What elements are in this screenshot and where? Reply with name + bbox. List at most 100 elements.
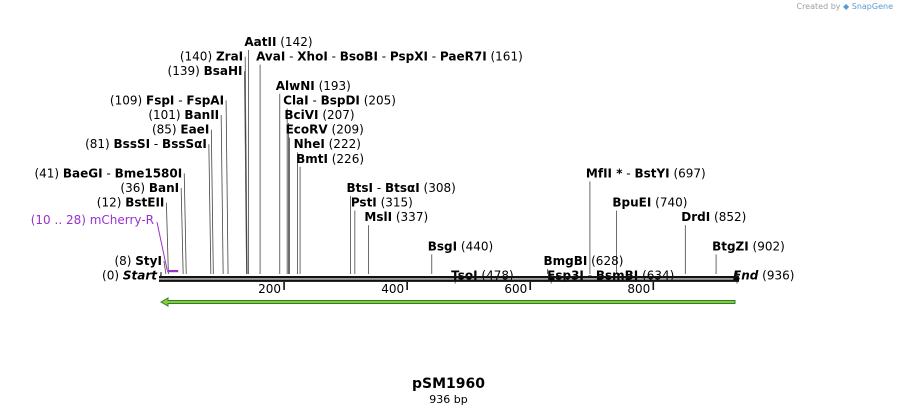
ruler-label-2: 600 (504, 282, 527, 296)
site-position: (205) (360, 93, 396, 107)
plasmid-name: pSM1960 (411, 376, 485, 392)
site-label-7: (101) BanII (148, 108, 219, 122)
site-leader-5 (225, 100, 229, 275)
site-leader-14 (183, 173, 187, 275)
site-label-28: Esp3I - BsmBI (634) (547, 269, 674, 283)
enzyme-name: BsaHI (204, 64, 243, 78)
enzyme-name: BmgBI (543, 254, 587, 268)
site-label-26: BmgBI (628) (543, 254, 623, 268)
site-label-15: MfII * - BstYI (697) (586, 166, 706, 180)
site-position: (308) (420, 181, 456, 195)
enzyme-name: BsgI (428, 239, 457, 253)
site-label-20: BpuEI (740) (612, 196, 687, 210)
site-position: (852) (710, 210, 746, 224)
snapgene-credit: Created by ◆ SnapGene (796, 2, 893, 11)
feature-range: (10 .. 28) (31, 213, 90, 227)
enzyme-name: Esp3I (547, 269, 584, 283)
orf-arrow-layer (159, 297, 736, 307)
site-leader-25 (163, 260, 167, 275)
site-label-27: TsoI (478) (451, 269, 514, 283)
ruler-label-0: 200 (258, 282, 281, 296)
enzyme-name: BsoBI (340, 50, 378, 64)
feature-name: mCherry-R (90, 213, 154, 227)
enzyme-name: BstYI (634, 166, 669, 180)
site-position: (697) (670, 166, 706, 180)
isoschizomer-separator: - (622, 166, 634, 180)
site-position: (902) (749, 239, 785, 253)
enzyme-name: BstEII (125, 196, 164, 210)
enzyme-name: BanI (149, 181, 179, 195)
site-position: (109) (110, 93, 146, 107)
enzyme-name: Start (123, 269, 158, 283)
enzyme-name: PspXI (390, 50, 428, 64)
site-label-18: (12) BstEII (97, 196, 165, 210)
site-leader-lines (159, 50, 738, 284)
strand-bottom (159, 279, 739, 282)
site-position: (139) (168, 64, 204, 78)
site-label-1: (140) ZraI (180, 50, 243, 64)
end-label-1: End (936) (733, 269, 794, 283)
isoschizomer-separator: - (309, 93, 321, 107)
site-leader-7 (220, 114, 224, 275)
isoschizomer-separator: - (378, 50, 390, 64)
isoschizomer-separator: - (103, 166, 115, 180)
site-leader-3 (244, 71, 247, 275)
enzyme-name: MslI (364, 210, 392, 224)
enzyme-name: BciVI (284, 108, 318, 122)
site-label-16: (36) BanI (120, 181, 179, 195)
enzyme-name: BssSαI (162, 137, 207, 151)
site-position: (634) (638, 269, 674, 283)
credit-prefix: Created by (796, 2, 841, 11)
enzyme-name: BpuEI (612, 196, 651, 210)
feature-leader (156, 222, 168, 271)
site-position: (85) (152, 123, 180, 137)
orf-arrow (159, 297, 736, 307)
site-position: (101) (148, 108, 184, 122)
site-label-3: (139) BsaHI (168, 64, 243, 78)
site-position: (193) (315, 79, 351, 93)
site-position: (41) (34, 166, 62, 180)
site-label-19: PstI (315) (351, 196, 413, 210)
site-position: (209) (328, 123, 364, 137)
site-position: (936) (758, 269, 794, 283)
site-label-21: MslI (337) (364, 210, 428, 224)
site-position: (226) (328, 152, 364, 166)
site-position: (36) (120, 181, 148, 195)
site-position: (0) (102, 269, 123, 283)
enzyme-name: AlwNI (276, 79, 315, 93)
isoschizomer-separator: - (285, 50, 297, 64)
enzyme-name: BtgZI (712, 239, 749, 253)
end-label-0: (0) Start (102, 269, 158, 283)
enzyme-name: BanII (184, 108, 219, 122)
enzyme-name: ZraI (216, 50, 243, 64)
site-label-8: BciVI (207) (284, 108, 354, 122)
credit-brand: SnapGene (851, 2, 893, 11)
enzyme-name: End (733, 269, 759, 283)
enzyme-name: AvaI (256, 50, 285, 64)
ruler-label-1: 400 (381, 282, 404, 296)
site-label-2: AvaI - XhoI - BsoBI - PspXI - PaeR7I (16… (256, 50, 523, 64)
enzyme-name: AatII (244, 35, 276, 49)
site-position: (8) (114, 254, 135, 268)
site-position: (628) (587, 254, 623, 268)
site-label-13: BmtI (226) (296, 152, 364, 166)
feature-layer: (10 .. 28) mCherry-R (31, 213, 179, 273)
site-position: (140) (180, 50, 216, 64)
enzyme-name: BmtI (296, 152, 328, 166)
dna-backbone (159, 272, 739, 282)
enzyme-name: PaeR7I (440, 50, 487, 64)
enzyme-name: ClaI (283, 93, 308, 107)
site-label-12: NheI (222) (294, 137, 361, 151)
enzyme-name: StyI (135, 254, 162, 268)
enzyme-name: FspAI (186, 93, 224, 107)
site-label-4: AlwNI (193) (276, 79, 351, 93)
site-label-0: AatII (142) (244, 35, 312, 49)
site-labels: AatII (142)(140) ZraI AvaI - XhoI - BsoBI… (34, 35, 794, 283)
enzyme-name: EaeI (180, 123, 209, 137)
site-position: (315) (377, 196, 413, 210)
enzyme-name: NheI (294, 137, 325, 151)
plasmid-length: 936 bp (429, 393, 468, 406)
site-leader-9 (210, 129, 214, 275)
bp-ruler: 200 400 600 800 (258, 282, 655, 296)
